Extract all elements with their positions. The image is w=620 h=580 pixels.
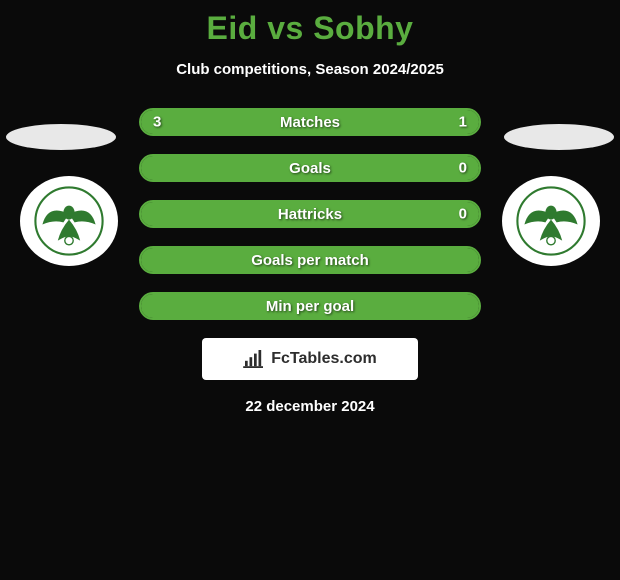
player-photo-left [6, 124, 116, 150]
stat-row: 3 1 Matches [139, 108, 481, 136]
page-title: Eid vs Sobhy [0, 0, 620, 47]
club-badge-left [20, 176, 118, 266]
stat-value-right: 0 [459, 206, 467, 223]
footer-logo-tag: FcTables.com [202, 338, 418, 380]
stat-label: Min per goal [266, 298, 354, 315]
stat-fill-left [141, 110, 395, 134]
stat-value-left: 3 [153, 114, 161, 131]
stat-row: Min per goal [139, 292, 481, 320]
date-line: 22 december 2024 [0, 398, 620, 415]
stat-value-right: 0 [459, 160, 467, 177]
stat-row: 0 Goals [139, 154, 481, 182]
subtitle: Club competitions, Season 2024/2025 [0, 61, 620, 78]
stat-row: Goals per match [139, 246, 481, 274]
footer-logo-text: FcTables.com [271, 350, 377, 368]
stat-label: Goals [289, 160, 331, 177]
player-photo-right [504, 124, 614, 150]
club-badge-right [502, 176, 600, 266]
stat-label: Hattricks [278, 206, 342, 223]
stat-label: Matches [280, 114, 340, 131]
eagle-icon [34, 186, 104, 256]
stat-row: 0 Hattricks [139, 200, 481, 228]
bar-chart-icon [243, 350, 265, 368]
eagle-icon [516, 186, 586, 256]
stat-label: Goals per match [251, 252, 369, 269]
stat-value-right: 1 [459, 114, 467, 131]
